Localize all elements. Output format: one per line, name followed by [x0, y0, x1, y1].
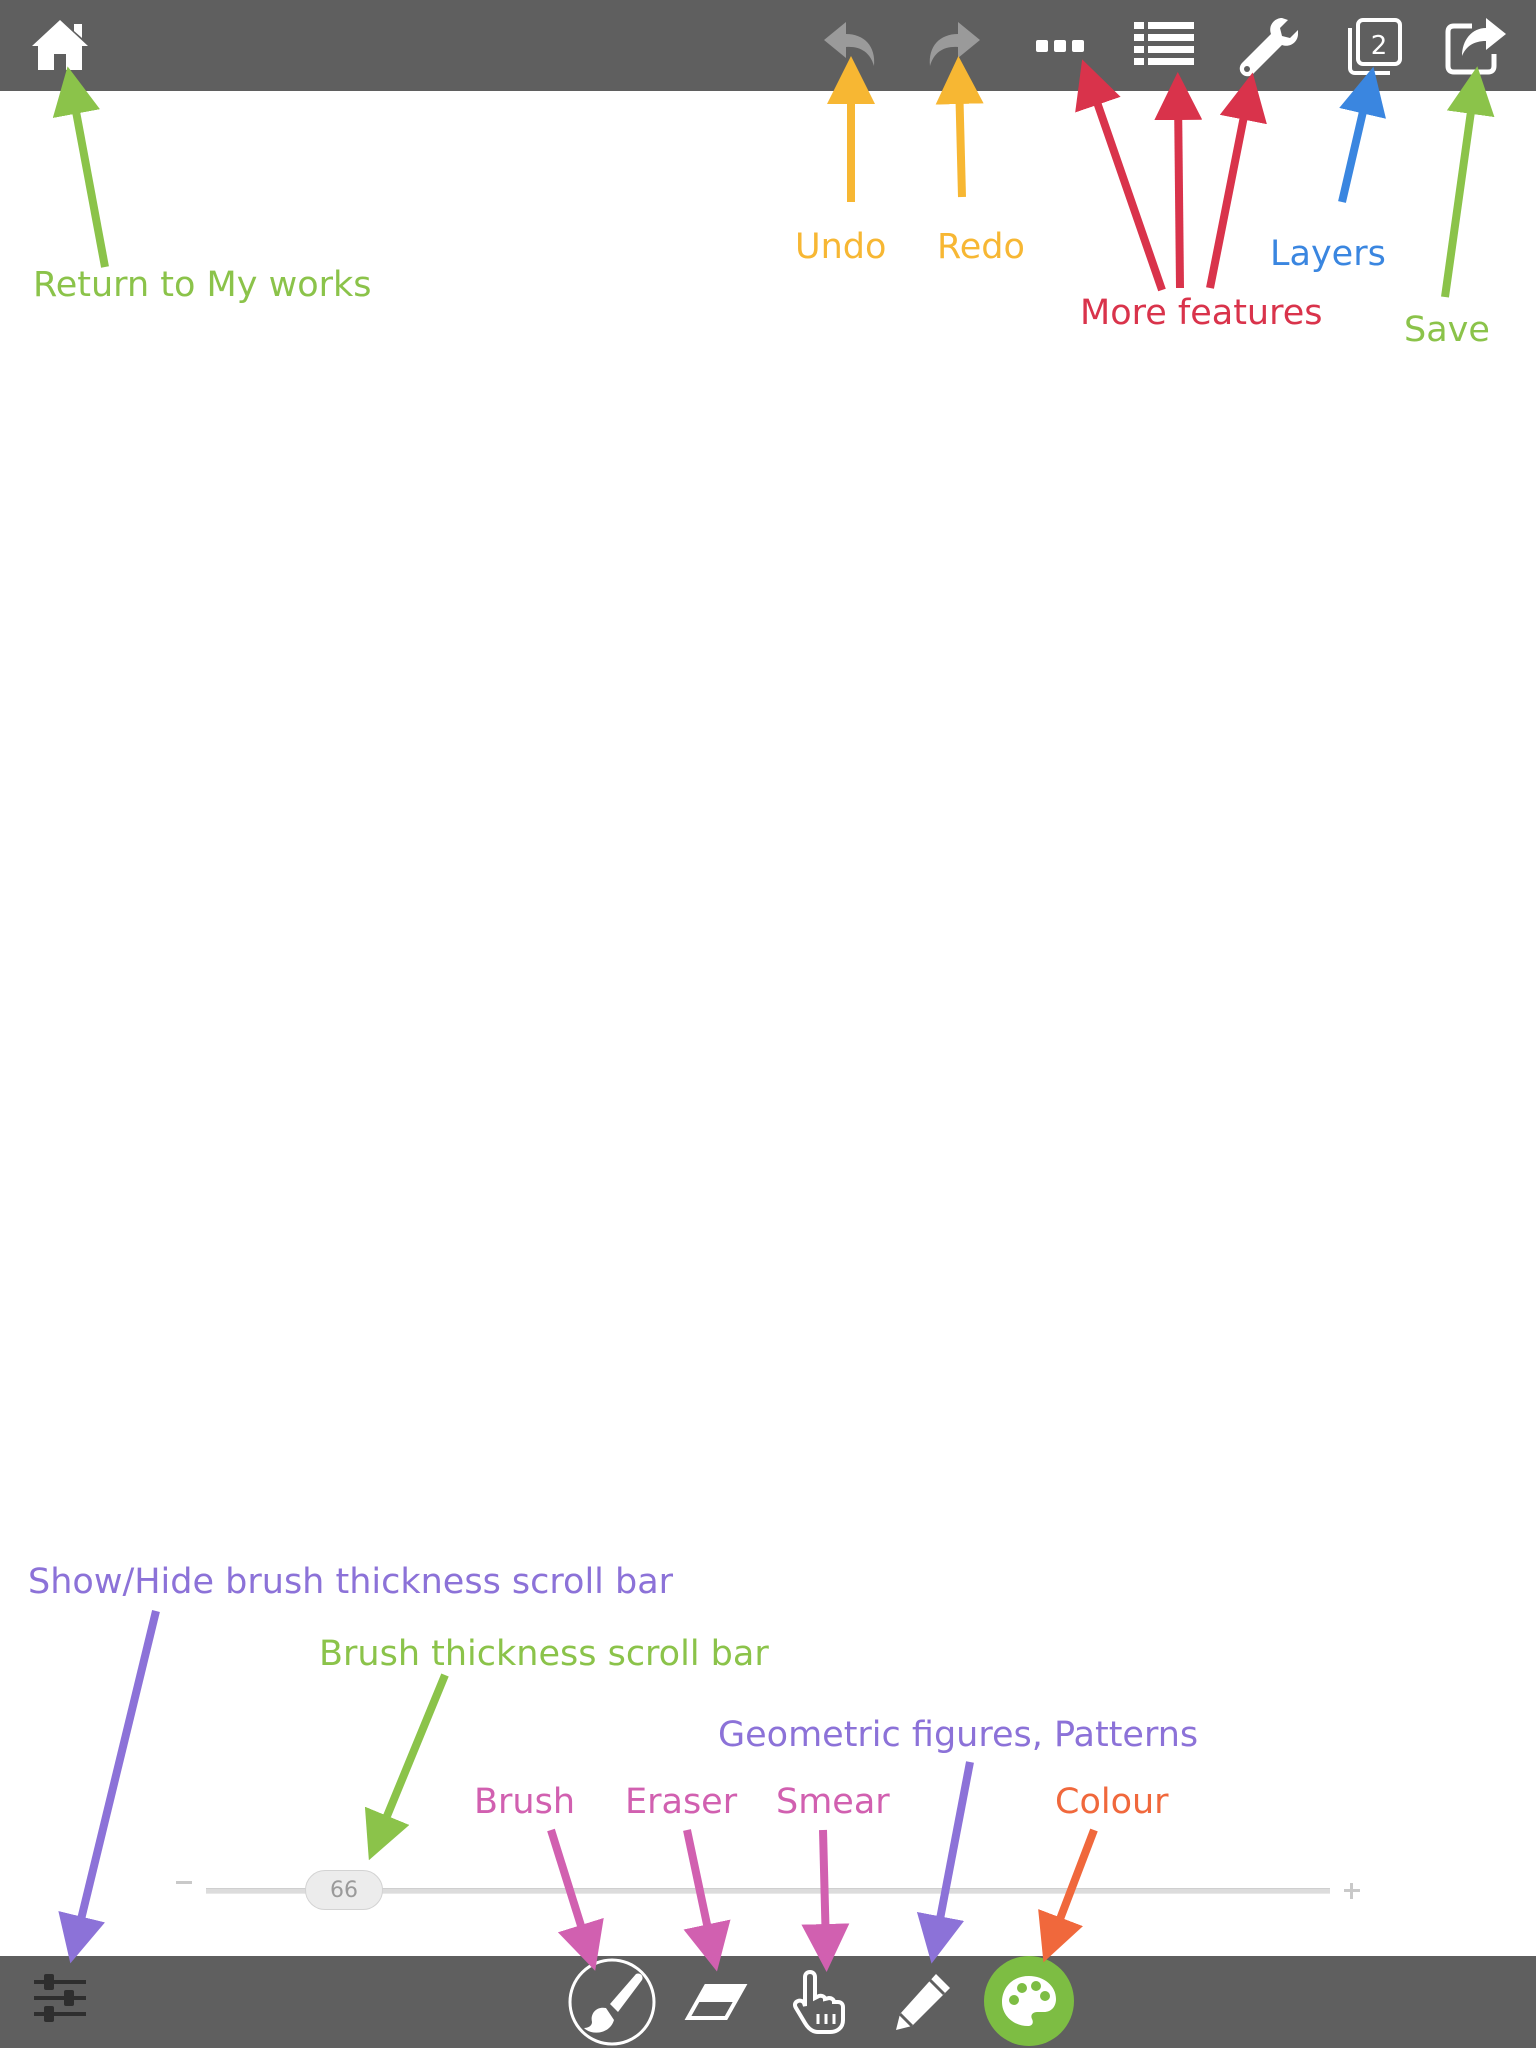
undo-icon[interactable] — [818, 14, 882, 78]
list-icon[interactable] — [1132, 14, 1196, 78]
arrow-geometric — [916, 1761, 974, 1964]
brush-icon[interactable] — [566, 1956, 658, 2048]
arrow-redo — [935, 56, 984, 198]
label-more: More features — [1080, 293, 1323, 333]
eraser-icon[interactable] — [684, 1970, 748, 2034]
label-colour: Colour — [1055, 1782, 1169, 1822]
top-toolbar: 2 — [0, 0, 1536, 91]
slider-thumb[interactable]: 66 — [305, 1870, 383, 1910]
slider-minus[interactable] — [176, 1881, 192, 1884]
label-eraser: Eraser — [625, 1782, 738, 1822]
arrow-more-3 — [1206, 72, 1267, 289]
ellipsis-icon[interactable] — [1028, 14, 1092, 78]
arrow-colour — [1038, 1828, 1098, 1963]
label-geometric: Geometric figures, Patterns — [718, 1715, 1199, 1755]
arrow-more-1 — [1075, 59, 1166, 292]
layers-icon[interactable]: 2 — [1342, 14, 1406, 78]
sliders-icon[interactable] — [30, 1968, 90, 2028]
layers-count: 2 — [1371, 31, 1388, 61]
share-icon[interactable] — [1444, 14, 1508, 78]
label-return: Return to My works — [33, 265, 372, 305]
home-icon[interactable] — [28, 14, 92, 78]
palette-icon[interactable] — [984, 1956, 1074, 2046]
arrow-more-2 — [1154, 72, 1203, 289]
label-save: Save — [1404, 310, 1490, 350]
slider-track[interactable] — [206, 1888, 1330, 1894]
label-redo: Redo — [937, 227, 1025, 267]
label-thickness: Brush thickness scroll bar — [319, 1634, 769, 1674]
arrow-thickness — [364, 1673, 449, 1861]
arrow-return — [52, 66, 109, 268]
hand-pointer-icon[interactable] — [788, 1968, 852, 2036]
label-layers: Layers — [1270, 234, 1386, 274]
label-show-hide: Show/Hide brush thickness scroll bar — [28, 1562, 674, 1602]
pencil-icon[interactable] — [892, 1970, 956, 2034]
redo-icon[interactable] — [922, 14, 986, 78]
label-smear: Smear — [776, 1782, 890, 1822]
bottom-toolbar — [0, 1956, 1536, 2048]
arrow-save — [1441, 66, 1495, 298]
wrench-icon[interactable] — [1236, 14, 1300, 78]
arrow-show-hide — [58, 1610, 160, 1964]
arrow-layers — [1338, 66, 1386, 203]
label-undo: Undo — [795, 227, 887, 267]
label-brush: Brush — [474, 1782, 576, 1822]
